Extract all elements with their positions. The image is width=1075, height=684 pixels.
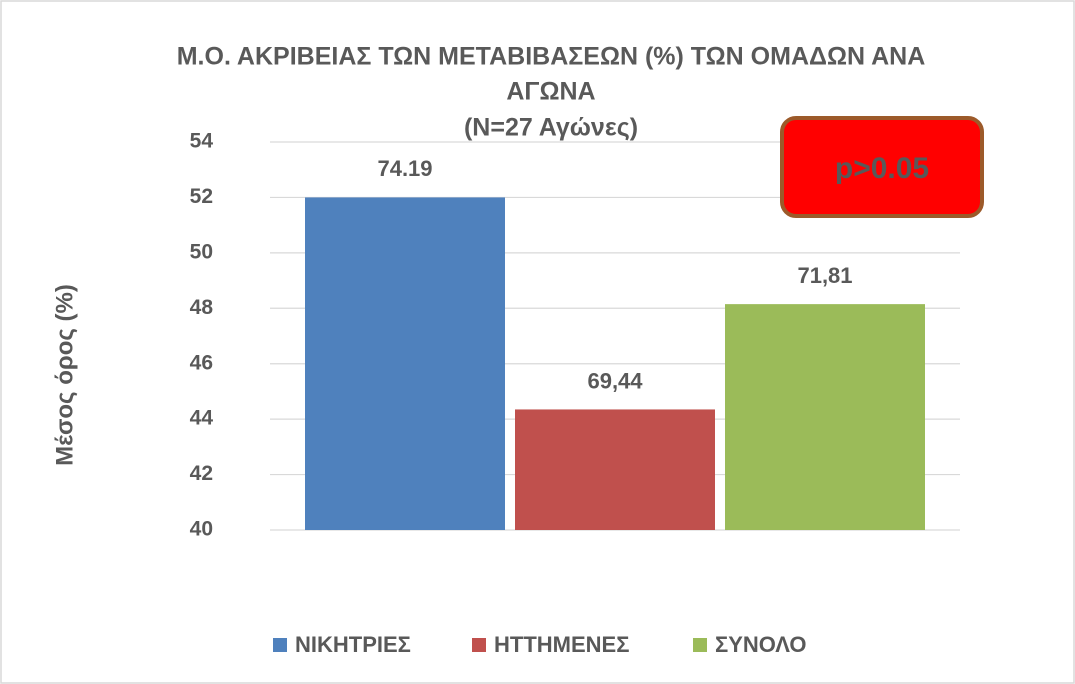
legend-swatch	[693, 638, 707, 652]
legend-label: ΣΥΝΟΛΟ	[715, 632, 806, 657]
y-tick-label: 50	[190, 240, 213, 263]
bar	[515, 409, 715, 530]
y-tick-label: 48	[190, 296, 214, 319]
y-tick-label: 42	[190, 462, 213, 485]
y-tick-label: 44	[190, 407, 214, 430]
legend-label: ΝΙΚΗΤΡΙΕΣ	[295, 632, 411, 657]
legend-swatch	[472, 638, 486, 652]
bar-annotation: 69,44	[587, 368, 643, 393]
y-tick-label: 40	[190, 518, 213, 541]
y-tick-label: 46	[190, 351, 213, 374]
chart-title: ΑΓΩΝΑ	[506, 78, 595, 106]
annotation-text: p>0.05	[835, 152, 929, 185]
y-tick-label: 52	[190, 185, 213, 208]
chart-subtitle: (Ν=27 Αγώνες)	[464, 114, 638, 142]
y-tick-label: 54	[190, 130, 214, 153]
bar-annotation: 71,81	[797, 263, 852, 288]
legend-label: ΗΤΤΗΜΕΝΕΣ	[494, 632, 629, 657]
bar	[305, 197, 505, 530]
legend-swatch	[273, 638, 287, 652]
annotation-box	[780, 116, 984, 218]
bar	[725, 304, 925, 530]
chart-title: Μ.Ο. ΑΚΡΙΒΕΙΑΣ ΤΩΝ ΜΕΤΑΒΙΒΑΣΕΩΝ (%) ΤΩΝ …	[177, 43, 926, 71]
bar-annotation: 74.19	[377, 156, 432, 181]
y-axis-label: Μέσος όρος (%)	[51, 284, 78, 466]
